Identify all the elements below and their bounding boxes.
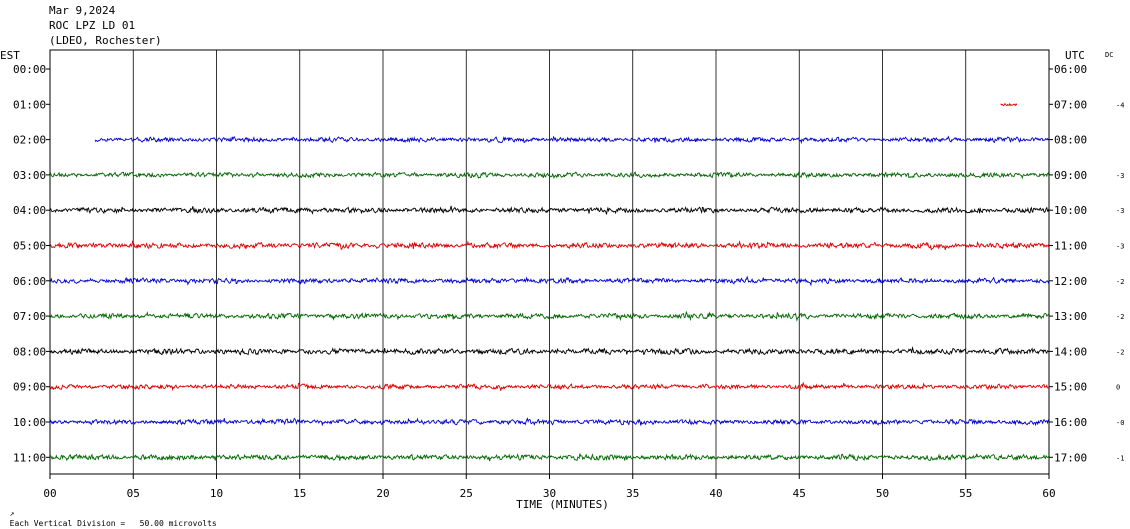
x-axis-label: TIME (MINUTES)	[516, 498, 609, 511]
dc-offset-header: DC	[1105, 51, 1114, 59]
row-dc-offset: -1	[1116, 454, 1124, 462]
row-utc-label: 07:00	[1054, 98, 1087, 111]
row-utc-label: 15:00	[1054, 381, 1087, 394]
x-tick-label: 55	[959, 487, 972, 500]
row-utc-label: 09:00	[1054, 169, 1087, 182]
seismic-trace	[49, 205, 1050, 215]
seismic-trace	[49, 381, 1050, 392]
seismic-trace	[49, 453, 1050, 462]
row-labels: 00:00 06:00 01:00 07:00 -4 02:00 08:00 03:00 09:…	[13, 63, 1124, 464]
row-utc-label: 16:00	[1054, 416, 1087, 429]
row-utc-label: 10:00	[1054, 204, 1087, 217]
x-tick-label: 10	[210, 487, 223, 500]
row-est-label: 05:00	[13, 240, 46, 253]
x-tick-label: 15	[293, 487, 306, 500]
row-dc-offset: -2	[1116, 348, 1124, 356]
seismic-trace	[49, 346, 1050, 356]
scale-icon: ↗	[9, 509, 15, 518]
x-tick-label: 40	[709, 487, 722, 500]
vertical-scale-text: Each Vertical Division = 50.00 microvolt…	[9, 519, 217, 528]
row-dc-offset: 0	[1116, 384, 1120, 392]
row-est-label: 07:00	[13, 310, 46, 323]
seismic-trace	[94, 135, 1049, 145]
x-tick-label: 35	[626, 487, 639, 500]
x-tick-label: 05	[127, 487, 140, 500]
row-est-label: 10:00	[13, 416, 46, 429]
row-dc-offset: -2	[1116, 278, 1124, 286]
row-est-label: 08:00	[13, 345, 46, 358]
row-dc-offset: -4	[1116, 101, 1124, 109]
row-dc-offset: -2	[1116, 313, 1124, 321]
row-utc-label: 13:00	[1054, 310, 1087, 323]
x-tick-label: 60	[1042, 487, 1055, 500]
time-grid	[49, 49, 1050, 475]
row-est-label: 02:00	[13, 134, 46, 147]
x-tick-label: 45	[793, 487, 806, 500]
row-dc-offset: -3	[1116, 172, 1124, 180]
left-timezone-label: EST	[0, 49, 20, 62]
right-timezone-label: UTC	[1065, 49, 1085, 62]
seismic-trace	[49, 171, 1050, 180]
row-utc-label: 08:00	[1054, 134, 1087, 147]
row-est-label: 11:00	[13, 451, 46, 464]
row-utc-label: 12:00	[1054, 275, 1087, 288]
row-est-label: 06:00	[13, 275, 46, 288]
x-tick-label: 00	[43, 487, 56, 500]
chart-date: Mar 9,2024	[49, 4, 116, 17]
row-dc-offset: -0	[1116, 419, 1124, 427]
x-tick-label: 25	[460, 487, 473, 500]
seismic-trace	[49, 310, 1050, 322]
network-name: (LDEO, Rochester)	[49, 34, 162, 47]
seismic-trace	[49, 239, 1050, 251]
row-est-label: 00:00	[13, 63, 46, 76]
row-est-label: 01:00	[13, 98, 46, 111]
row-utc-label: 06:00	[1054, 63, 1087, 76]
row-utc-label: 14:00	[1054, 345, 1087, 358]
seismic-trace	[49, 417, 1050, 427]
x-tick-label: 20	[376, 487, 389, 500]
row-est-label: 09:00	[13, 381, 46, 394]
row-est-label: 03:00	[13, 169, 46, 182]
row-utc-label: 11:00	[1054, 240, 1087, 253]
station-name: ROC LPZ LD 01	[49, 19, 136, 32]
seismic-traces	[49, 102, 1050, 462]
x-tick-label: 30	[543, 487, 556, 500]
x-tick-label: 50	[876, 487, 889, 500]
time-axis: 00 05 10 15 20 25 30 35 40 45 50 55 60 TIME (MINUTES)	[43, 474, 1056, 511]
seismic-trace	[1000, 102, 1018, 107]
row-dc-offset: -3	[1116, 207, 1124, 215]
row-est-label: 04:00	[13, 204, 46, 217]
row-utc-label: 17:00	[1054, 451, 1087, 464]
row-dc-offset: -3	[1116, 243, 1124, 251]
seismic-trace	[49, 275, 1050, 287]
